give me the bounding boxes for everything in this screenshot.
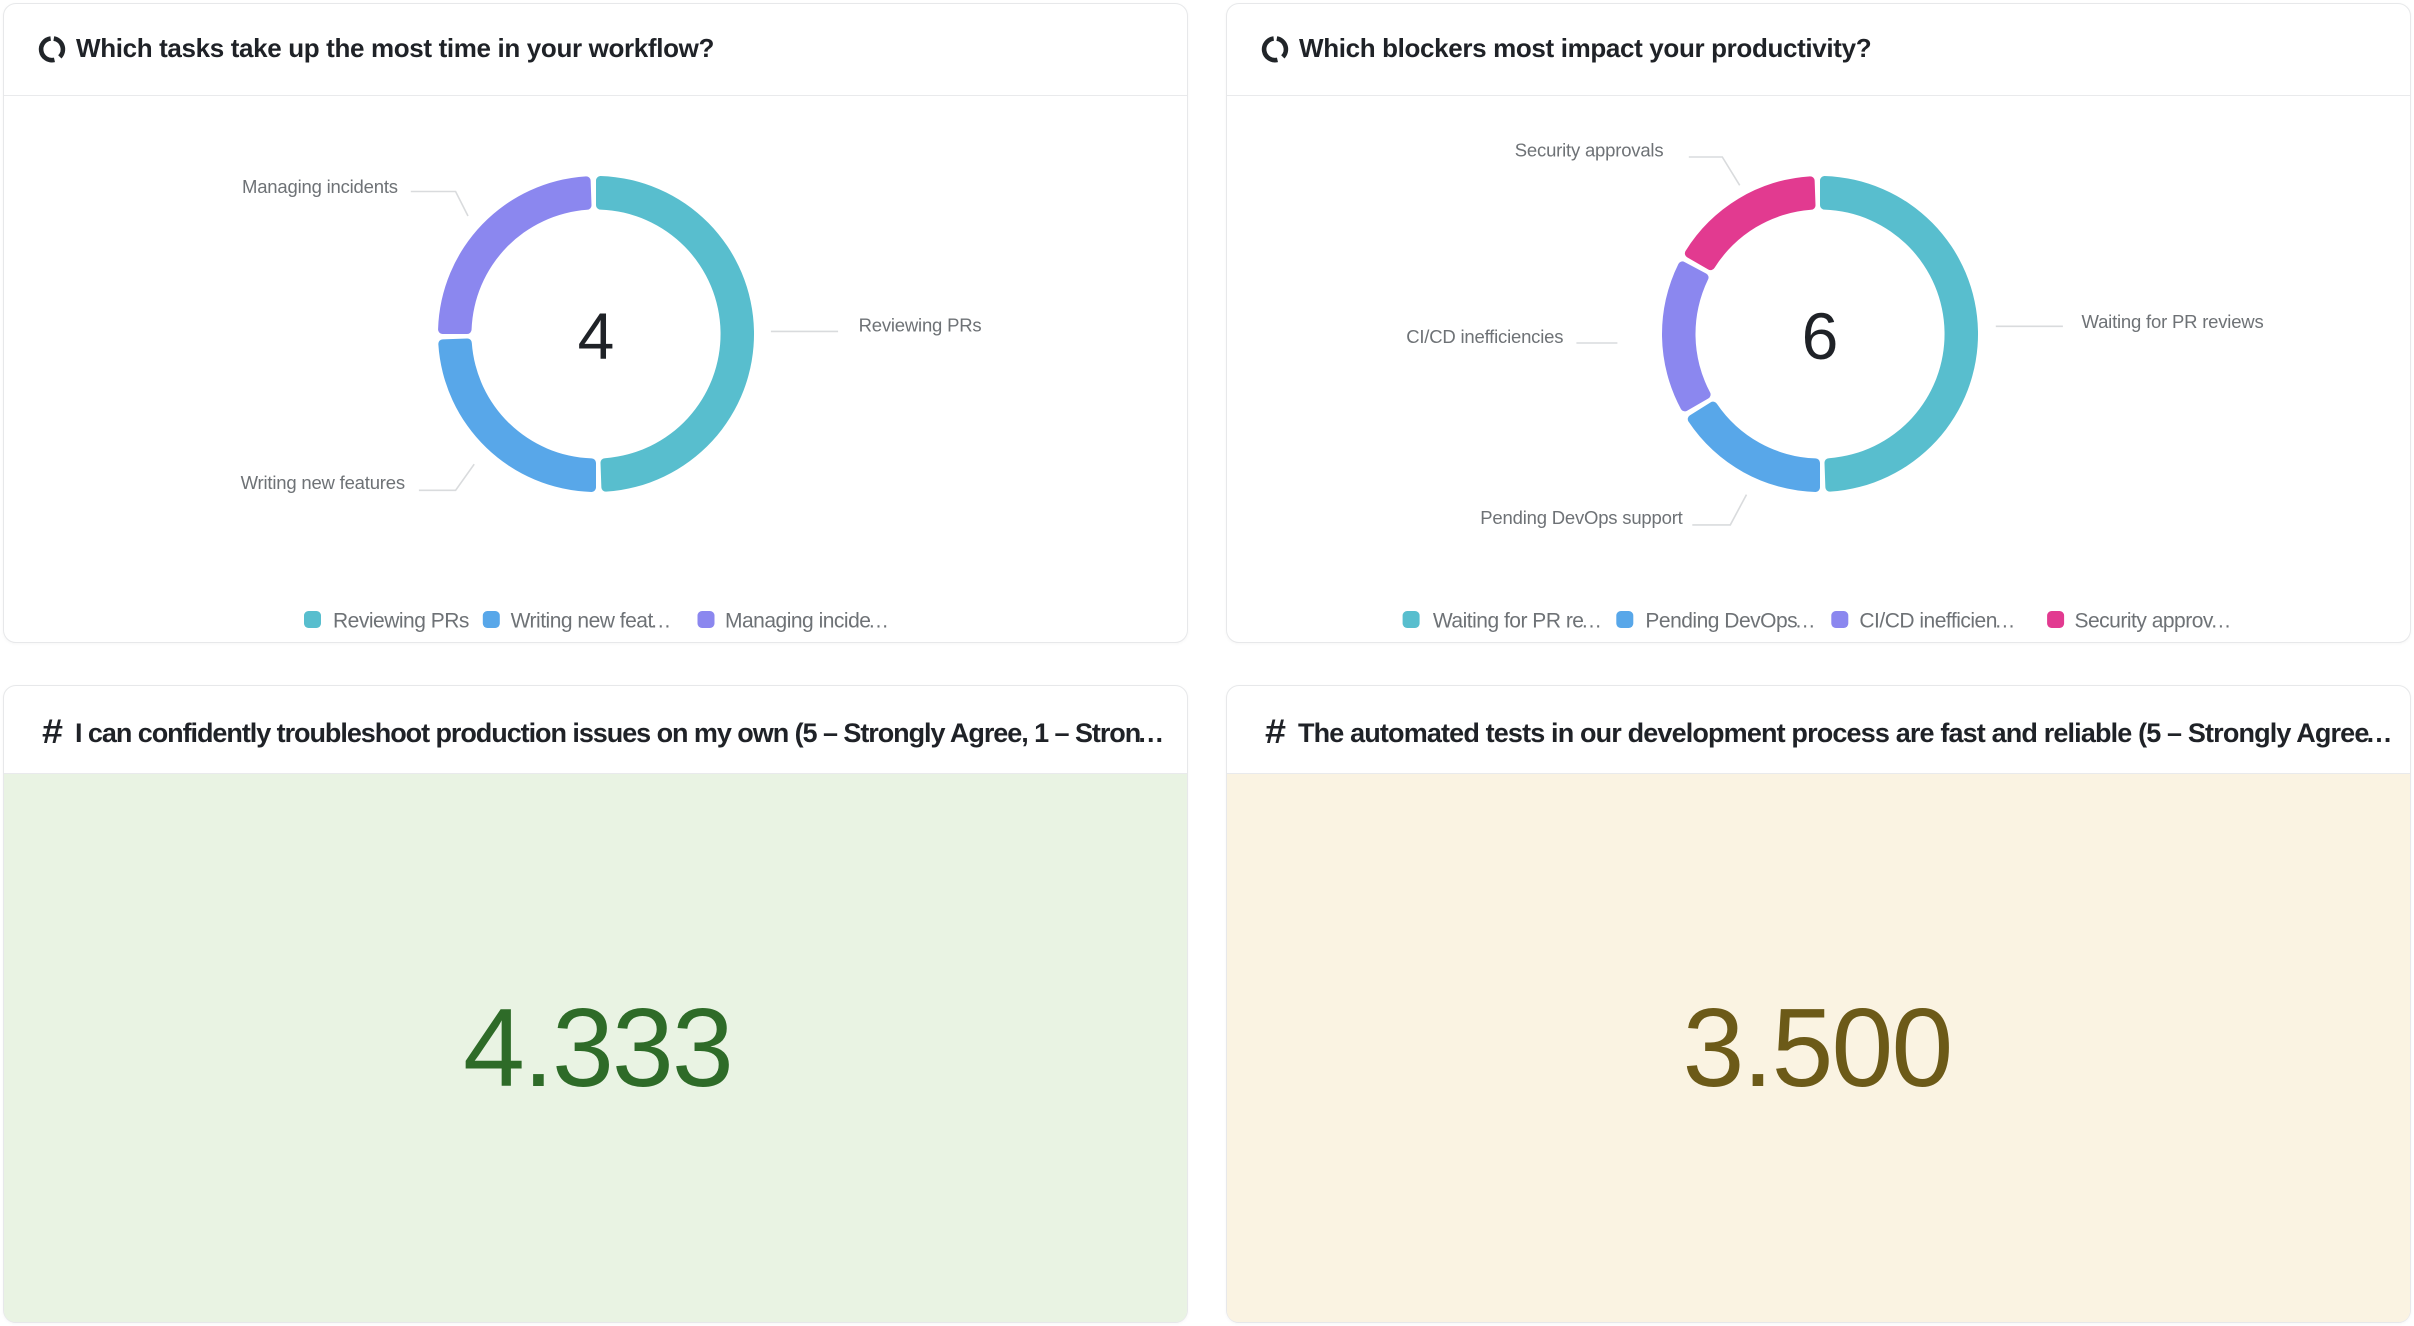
svg-text:Which tasks take up the most t: Which tasks take up the most time in you… xyxy=(76,33,714,63)
svg-text:Managing incidents: Managing incidents xyxy=(242,176,398,197)
svg-text:The automated tests in our dev: The automated tests in our development p… xyxy=(1298,718,2392,748)
svg-text:#: # xyxy=(1265,713,1286,751)
svg-text:#: # xyxy=(42,713,63,751)
svg-text:Which blockers most impact you: Which blockers most impact your producti… xyxy=(1299,33,1871,63)
svg-text:Reviewing PRs: Reviewing PRs xyxy=(859,314,982,335)
svg-text:4: 4 xyxy=(578,299,615,373)
svg-text:Reviewing PRs: Reviewing PRs xyxy=(333,610,469,633)
svg-text:Pending DevOps support: Pending DevOps support xyxy=(1480,507,1682,528)
svg-text:I can confidently troubleshoot: I can confidently troubleshoot productio… xyxy=(75,718,1163,748)
svg-text:6: 6 xyxy=(1802,299,1839,373)
svg-text:Waiting for PR reviews: Waiting for PR reviews xyxy=(2082,311,2264,332)
svg-text:CI/CD inefficien…: CI/CD inefficien… xyxy=(1859,610,2015,633)
svg-text:Writing new feat…: Writing new feat… xyxy=(511,610,671,633)
svg-text:Pending DevOps…: Pending DevOps… xyxy=(1645,610,1815,633)
svg-text:Security approvals: Security approvals xyxy=(1515,140,1664,161)
svg-text:Managing incide…: Managing incide… xyxy=(725,610,888,633)
svg-text:Security approv…: Security approv… xyxy=(2075,610,2231,633)
svg-text:Writing new features: Writing new features xyxy=(241,472,405,493)
svg-text:CI/CD inefficiencies: CI/CD inefficiencies xyxy=(1406,326,1563,347)
svg-text:Waiting for PR re…: Waiting for PR re… xyxy=(1433,610,1602,633)
